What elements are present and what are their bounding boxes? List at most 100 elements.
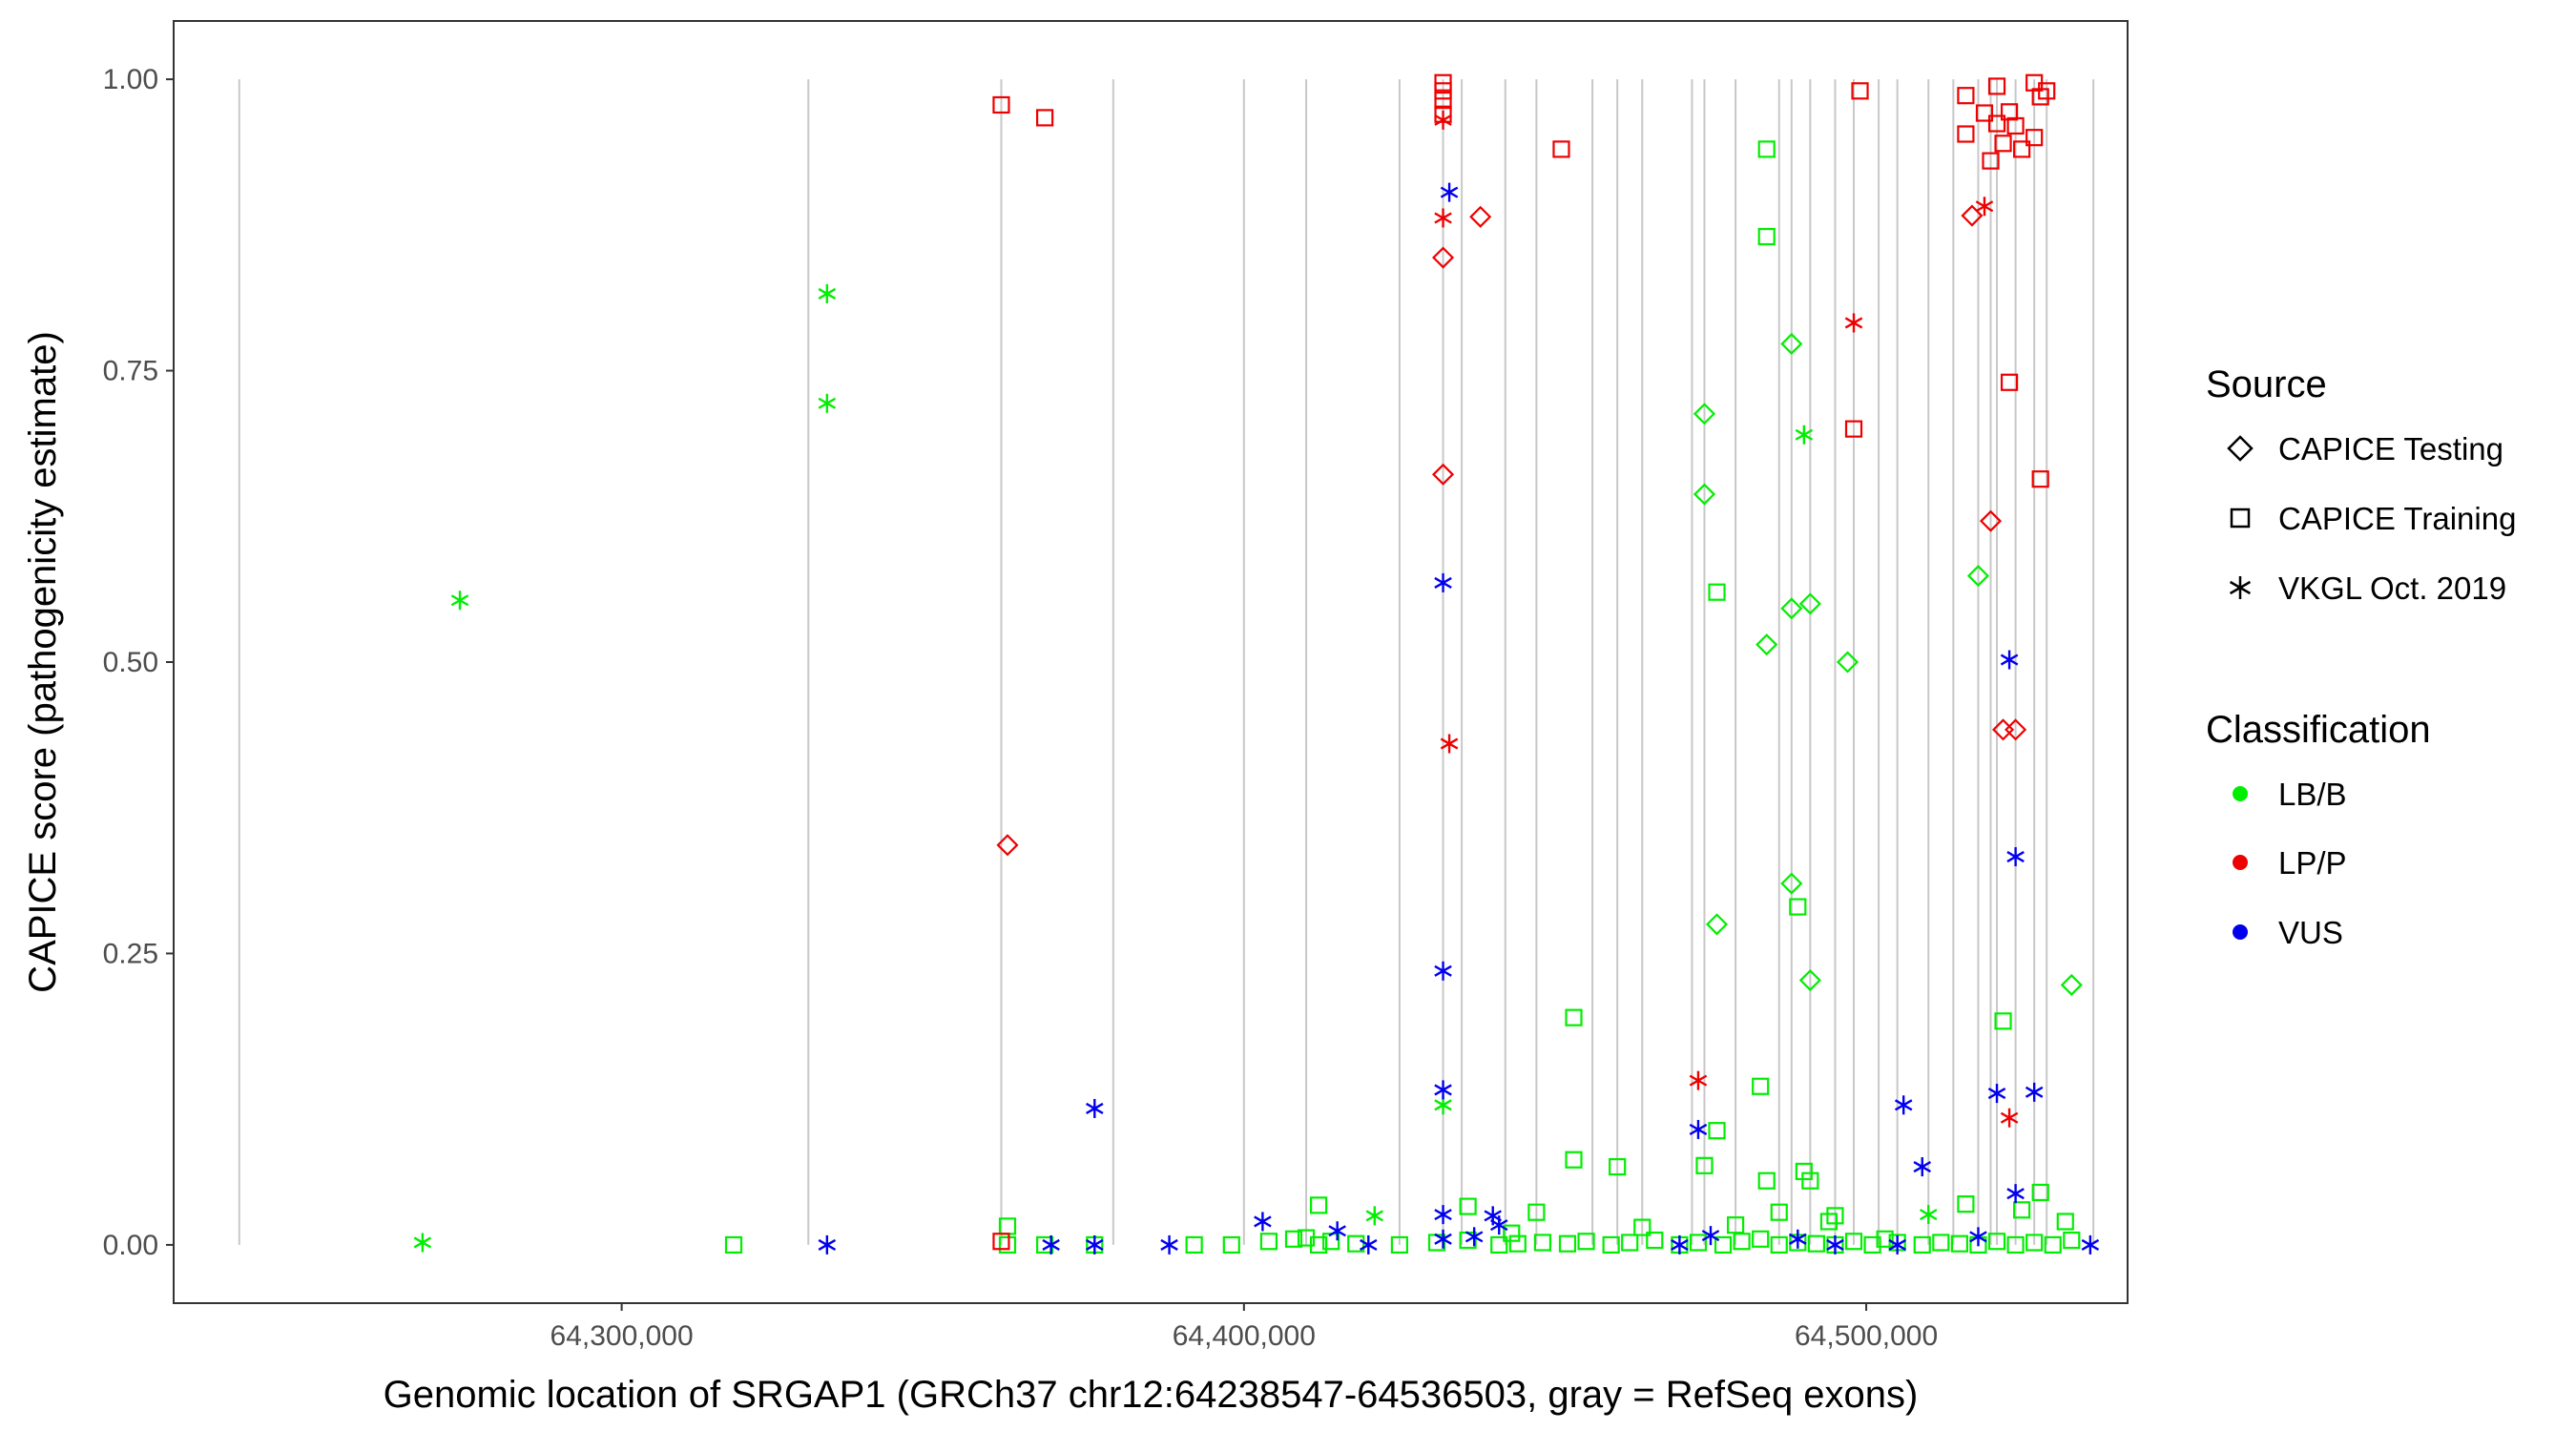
data-point-asterisk xyxy=(2025,1082,2044,1102)
data-point-diamond xyxy=(1693,403,1716,425)
data-point-asterisk xyxy=(1826,1234,1844,1255)
y-tick-label: 0.75 xyxy=(103,356,158,387)
data-point-asterisk xyxy=(1042,1234,1060,1255)
y-tick-label: 0.00 xyxy=(103,1230,158,1261)
data-point-asterisk xyxy=(1434,1229,1452,1249)
data-point-square xyxy=(1527,1203,1546,1221)
data-point-square xyxy=(1434,73,1452,92)
data-point-square xyxy=(2000,103,2019,121)
data-point-asterisk xyxy=(1365,1206,1384,1226)
legend-source: Source CAPICE Testing CAPICE Training VK… xyxy=(2206,363,2516,606)
data-point-diamond xyxy=(1798,969,1821,992)
data-point-asterisk xyxy=(1844,313,1863,333)
data-point-asterisk xyxy=(1489,1215,1508,1235)
data-point-square xyxy=(2025,1234,2044,1252)
data-point-asterisk xyxy=(1434,110,1452,130)
data-point-square xyxy=(992,95,1010,114)
y-tick-label: 1.00 xyxy=(103,64,158,95)
data-point-square xyxy=(1503,1224,1521,1242)
data-point-diamond xyxy=(1836,651,1859,674)
data-point-asterisk xyxy=(1789,1229,1807,1249)
data-point-square xyxy=(1490,1235,1508,1255)
data-point-square xyxy=(1987,1233,2006,1251)
data-point-asterisk xyxy=(1434,1080,1452,1100)
data-point-asterisk xyxy=(1328,1221,1346,1241)
data-point-asterisk xyxy=(413,1233,432,1253)
data-point-diamond xyxy=(1780,332,1803,355)
data-point-square xyxy=(1752,1230,1770,1248)
data-point-square xyxy=(1913,1235,1931,1255)
data-point-square xyxy=(1994,1012,2012,1030)
y-tick-label: 0.25 xyxy=(103,938,158,969)
data-point-asterisk xyxy=(1465,1227,1484,1247)
data-point-square xyxy=(1689,1234,1708,1252)
data-point-square xyxy=(1310,1235,1328,1255)
data-point-square xyxy=(1222,1235,1240,1255)
data-point-square xyxy=(1565,1151,1583,1169)
legend-label-capice-training: CAPICE Training xyxy=(2278,501,2516,536)
data-point-square xyxy=(1259,1233,1278,1251)
data-points xyxy=(413,73,2100,1255)
data-point-square xyxy=(1826,1207,1844,1225)
data-point-square xyxy=(1347,1234,1365,1253)
data-point-asterisk xyxy=(1894,1095,1913,1115)
data-point-square xyxy=(2031,470,2049,488)
data-point-diamond xyxy=(1469,205,1492,228)
data-point-square xyxy=(2013,140,2031,158)
data-point-diamond xyxy=(1780,597,1803,620)
data-point-asterisk xyxy=(818,1234,837,1255)
data-point-square xyxy=(1708,1122,1726,1140)
data-point-square xyxy=(1508,1234,1527,1253)
legend-classification-title: Classification xyxy=(2206,709,2431,751)
data-point-square xyxy=(1844,1233,1863,1251)
data-point-square xyxy=(1957,87,1975,105)
y-axis: 0.00 0.25 0.50 0.75 1.00 xyxy=(103,64,174,1261)
legend-label-lbb: LB/B xyxy=(2278,777,2347,812)
data-point-asterisk xyxy=(1987,1084,2006,1104)
data-point-diamond xyxy=(1979,509,2003,532)
x-tick-label: 64,300,000 xyxy=(551,1320,694,1352)
data-point-square xyxy=(2038,82,2056,100)
data-point-asterisk xyxy=(1888,1234,1906,1255)
data-point-asterisk xyxy=(1086,1234,1104,1255)
data-point-square xyxy=(1789,898,1807,916)
diamond-symbol-icon xyxy=(2227,435,2254,462)
data-point-square xyxy=(1932,1234,1950,1252)
data-point-square xyxy=(1633,1218,1652,1236)
data-point-asterisk xyxy=(450,591,469,611)
data-point-asterisk xyxy=(1440,182,1459,202)
color-dot-icon xyxy=(2233,786,2248,801)
data-point-square xyxy=(1577,1233,1595,1251)
legend-item-capice-testing: CAPICE Testing xyxy=(2227,431,2503,467)
data-point-square xyxy=(2006,116,2025,135)
data-point-square xyxy=(1646,1231,1664,1250)
data-point-square xyxy=(1851,82,1869,100)
data-point-square xyxy=(2013,1201,2031,1219)
square-symbol-icon xyxy=(2230,508,2251,529)
legend-classification: Classification LB/B LP/P VUS xyxy=(2206,709,2431,950)
data-point-asterisk xyxy=(1969,1227,1987,1247)
data-point-square xyxy=(2044,1235,2062,1255)
data-point-square xyxy=(1390,1235,1408,1255)
legend-item-lpp: LP/P xyxy=(2233,845,2347,881)
data-point-asterisk xyxy=(1701,1226,1720,1246)
data-point-square xyxy=(1757,227,1776,246)
data-point-square xyxy=(1602,1235,1620,1255)
data-point-square xyxy=(1957,1195,1975,1213)
legend-item-vkgl: VKGL Oct. 2019 xyxy=(2229,570,2506,606)
data-point-diamond xyxy=(1431,246,1455,269)
legend-item-vus: VUS xyxy=(2233,915,2343,950)
color-dot-icon xyxy=(2233,924,2248,940)
data-point-square xyxy=(1795,1162,1813,1181)
data-point-asterisk xyxy=(1360,1234,1378,1255)
legend-item-lbb: LB/B xyxy=(2233,777,2347,812)
data-point-square xyxy=(998,1235,1017,1255)
data-point-square xyxy=(1950,1234,1968,1253)
data-point-diamond xyxy=(1705,913,1729,936)
legend-item-capice-training: CAPICE Training xyxy=(2230,501,2516,536)
data-point-square xyxy=(2063,1231,2081,1250)
data-point-diamond xyxy=(1780,872,1803,895)
data-point-square xyxy=(1733,1233,1751,1251)
data-point-asterisk xyxy=(2081,1234,2100,1255)
